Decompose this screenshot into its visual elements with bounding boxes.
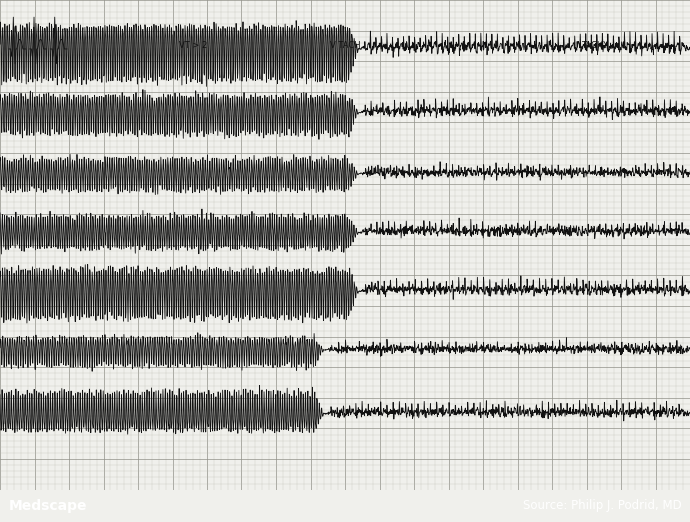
- Text: VT > 2: VT > 2: [179, 41, 207, 50]
- Text: V TACH: V TACH: [330, 41, 360, 50]
- Text: Medscape: Medscape: [8, 499, 87, 513]
- Text: Source: Philip J. Podrid, MD: Source: Philip J. Podrid, MD: [523, 500, 682, 512]
- Text: TACHY: TACHY: [581, 41, 609, 50]
